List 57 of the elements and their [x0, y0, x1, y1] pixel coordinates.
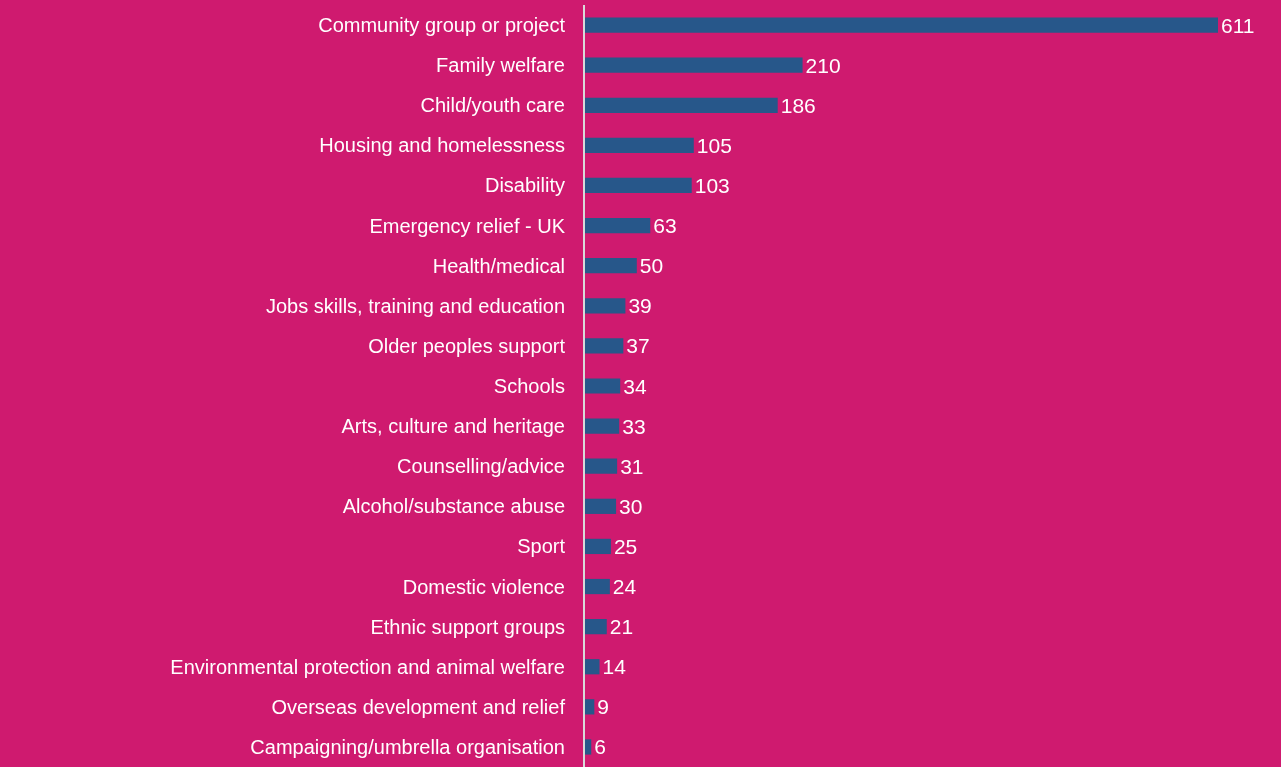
data-label: 6: [594, 735, 606, 759]
data-label: 30: [619, 494, 643, 518]
data-label: 37: [626, 334, 650, 358]
data-label: 210: [805, 53, 841, 77]
bar: [585, 739, 592, 755]
bar: [585, 298, 626, 314]
y-tick-label: Ethnic support groups: [370, 615, 565, 638]
data-label: 21: [609, 615, 634, 639]
bar: [585, 619, 607, 635]
data-label: 186: [780, 93, 816, 117]
bar: [585, 137, 694, 153]
y-tick-label: Family welfare: [436, 54, 565, 77]
bar: [585, 659, 600, 675]
data-label: 9: [597, 695, 610, 719]
bar: [585, 57, 803, 73]
bar: [585, 378, 621, 394]
data-label: 24: [612, 575, 637, 599]
data-label: 25: [613, 534, 638, 558]
bar: [585, 578, 610, 595]
y-tick-label: Older peoples support: [368, 334, 566, 357]
y-tick-label: Disability: [484, 174, 565, 197]
data-label: 39: [628, 294, 652, 318]
y-tick-label: Emergency relief - UK: [369, 214, 566, 237]
bar: [585, 418, 620, 434]
y-tick-label: Sport: [517, 535, 566, 558]
bar: [585, 97, 778, 113]
data-label: 611: [1221, 13, 1255, 37]
data-label: 33: [622, 414, 646, 438]
y-tick-label: Alcohol/substance abuse: [342, 495, 565, 518]
data-label: 103: [694, 173, 730, 197]
data-label: 50: [639, 254, 664, 278]
y-tick-label: Domestic violence: [402, 575, 565, 598]
bar: [585, 17, 1218, 33]
y-tick-label: Community group or project: [318, 14, 566, 37]
y-tick-label: Health/medical: [432, 254, 565, 277]
bar: [585, 258, 637, 274]
bar: [585, 458, 618, 474]
y-tick-label: Environmental protection and animal welfare: [170, 655, 565, 678]
bar: [585, 338, 624, 354]
y-tick-label: Counselling/advice: [397, 455, 565, 478]
data-label: 34: [623, 374, 647, 398]
y-tick-label: Schools: [493, 375, 565, 397]
y-tick-label: Campaigning/umbrella organisation: [250, 735, 565, 758]
data-label: 14: [602, 655, 627, 679]
y-tick-label: Jobs skills, training and education: [265, 294, 565, 317]
data-label: 31: [620, 454, 644, 478]
bar: [585, 538, 611, 555]
y-tick-label: Child/youth care: [420, 94, 565, 117]
data-label: 63: [653, 214, 677, 238]
y-tick-label: Overseas development and relief: [271, 695, 566, 718]
bar: [585, 498, 617, 514]
bar: [585, 699, 595, 715]
bar: [585, 177, 692, 194]
y-tick-label: Arts, culture and heritage: [341, 415, 565, 438]
bar: [585, 217, 651, 234]
data-label: 105: [696, 133, 732, 157]
y-tick-label: Housing and homelessness: [319, 134, 565, 157]
